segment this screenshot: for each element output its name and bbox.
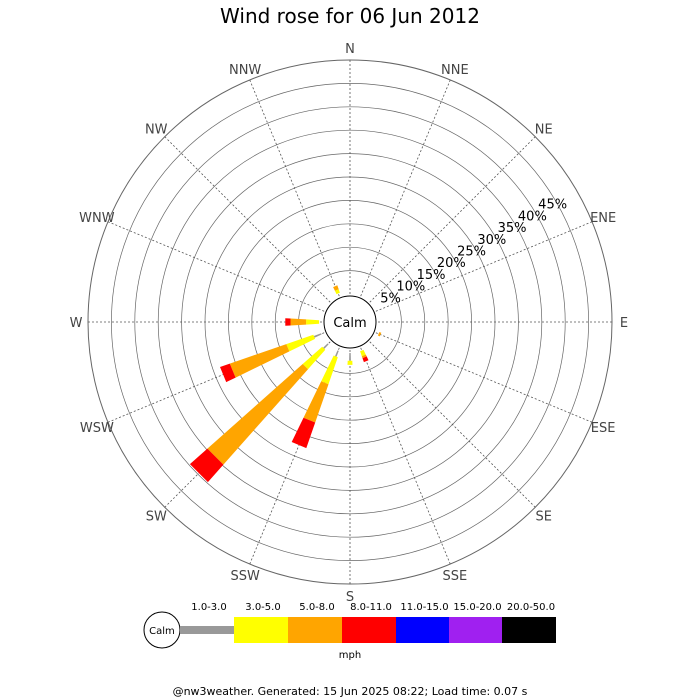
spoke-line xyxy=(249,79,340,297)
rose-bar-sse-bin-1 xyxy=(360,349,366,357)
direction-label-wnw: WNW xyxy=(79,211,115,226)
direction-label-n: N xyxy=(345,42,355,57)
legend-bin-label: 8.0-11.0 xyxy=(350,602,392,613)
spoke-line xyxy=(360,347,451,565)
direction-label-e: E xyxy=(620,316,628,331)
radial-tick-label: 30% xyxy=(477,233,506,248)
spoke-line xyxy=(375,221,593,312)
rose-bar-sse-bin-3 xyxy=(362,356,369,363)
direction-label-ne: NE xyxy=(535,122,553,137)
radial-tick-label: 10% xyxy=(396,280,425,295)
rose-bar-sw-bin-0 xyxy=(323,343,329,349)
direction-label-wsw: WSW xyxy=(80,421,114,436)
legend-unit-label: mph xyxy=(339,650,361,661)
rose-bar-ssw-bin-1 xyxy=(321,355,338,385)
rose-bar-sw-bin-1 xyxy=(302,346,326,370)
direction-label-ene: ENE xyxy=(590,211,616,226)
legend-swatch-2 xyxy=(288,617,342,643)
legend-swatch-1 xyxy=(234,617,288,643)
legend-swatch-4 xyxy=(396,617,449,643)
rose-bar-ssw-bin-2 xyxy=(303,381,329,423)
legend-bin-label: 20.0-50.0 xyxy=(507,602,555,613)
rose-bar-s-bin-0 xyxy=(349,353,351,361)
legend-swatch-0 xyxy=(180,626,234,634)
radial-tick-label: 45% xyxy=(538,198,567,213)
direction-label-s: S xyxy=(346,590,354,605)
rose-bar-nnw-bin-1 xyxy=(334,289,340,295)
radial-tick-label: 20% xyxy=(437,256,466,271)
radial-tick-label: 40% xyxy=(518,209,547,224)
spoke-line xyxy=(375,332,593,423)
rose-bar-ssw-bin-0 xyxy=(335,350,339,357)
legend-swatch-3 xyxy=(342,617,396,643)
rose-bar-w-bin-1 xyxy=(306,319,320,325)
spoke-line xyxy=(369,341,536,508)
grid-ring xyxy=(134,106,566,538)
rose-bar-wsw-bin-2 xyxy=(229,344,290,378)
direction-label-nw: NW xyxy=(145,122,168,137)
spoke-line xyxy=(107,332,325,423)
rose-bar-s-bin-1 xyxy=(347,360,353,365)
spoke-line xyxy=(164,136,331,303)
calm-circle xyxy=(323,295,377,349)
direction-label-se: SE xyxy=(536,510,552,525)
calm-label: Calm xyxy=(333,316,366,331)
radial-tick-label: 15% xyxy=(417,268,446,283)
rose-bar-sw-bin-3 xyxy=(189,448,224,483)
rose-bar-nnw-bin-2 xyxy=(333,285,339,291)
rose-bar-w-bin-3 xyxy=(285,318,291,326)
direction-label-sse: SSE xyxy=(442,569,467,584)
footer-text: @nw3weather. Generated: 15 Jun 2025 08:2… xyxy=(172,685,528,698)
legend-bin-label: 3.0-5.0 xyxy=(245,602,280,613)
legend-calm-label: Calm xyxy=(149,626,175,637)
radial-tick-label: 5% xyxy=(380,291,401,306)
rose-bar-sse-bin-2 xyxy=(361,354,367,359)
grid-ring xyxy=(251,223,449,421)
spoke-line xyxy=(107,221,325,312)
rose-bar-wsw-bin-1 xyxy=(286,334,316,352)
legend-bin-label: 1.0-3.0 xyxy=(191,602,226,613)
legend-bin-label: 11.0-15.0 xyxy=(400,602,448,613)
rose-bar-sw-bin-2 xyxy=(207,364,308,465)
legend-bin-label: 15.0-20.0 xyxy=(453,602,501,613)
rose-bar-ese-bin-2 xyxy=(377,332,382,337)
direction-label-nne: NNE xyxy=(441,63,469,78)
grid-ring xyxy=(111,83,589,561)
rose-bar-w-bin-2 xyxy=(290,318,307,326)
spoke-line xyxy=(360,79,451,297)
direction-label-sw: SW xyxy=(146,510,167,525)
direction-label-w: W xyxy=(70,316,83,331)
direction-label-nnw: NNW xyxy=(229,63,261,78)
radial-tick-label: 35% xyxy=(498,221,527,236)
rose-bar-wsw-bin-3 xyxy=(220,363,236,383)
grid-ring xyxy=(157,129,543,515)
spoke-line xyxy=(249,347,340,565)
radial-tick-label: 25% xyxy=(457,245,486,260)
direction-label-ssw: SSW xyxy=(230,569,260,584)
rose-bar-ssw-bin-3 xyxy=(291,417,316,449)
chart-title: Wind rose for 06 Jun 2012 xyxy=(220,4,480,28)
spoke-line xyxy=(369,136,536,303)
grid-ring xyxy=(274,246,426,398)
legend-swatch-5 xyxy=(449,617,502,643)
direction-label-ese: ESE xyxy=(591,421,616,436)
rose-bar-wsw-bin-0 xyxy=(313,333,322,338)
legend-bin-label: 5.0-8.0 xyxy=(299,602,334,613)
legend-swatch-6 xyxy=(502,617,556,643)
